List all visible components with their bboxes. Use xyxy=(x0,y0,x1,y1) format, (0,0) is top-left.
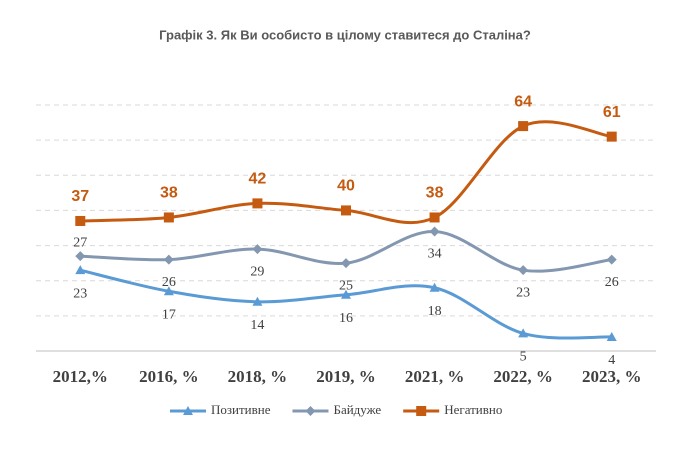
marker xyxy=(75,215,86,226)
x-tick-label: 2023, % xyxy=(582,367,642,386)
data-label: 26 xyxy=(162,275,176,290)
marker xyxy=(606,254,617,265)
data-label: 14 xyxy=(250,318,264,333)
legend-label: Негативно xyxy=(444,402,502,417)
marker xyxy=(75,251,86,262)
legend-label: Байдуже xyxy=(333,402,381,417)
marker xyxy=(163,286,174,296)
data-label: 17 xyxy=(162,307,176,322)
marker xyxy=(429,212,440,223)
data-label: 23 xyxy=(73,286,87,301)
x-tick-label: 2019, % xyxy=(316,367,376,386)
legend-marker xyxy=(183,406,193,415)
marker xyxy=(341,205,351,216)
legend-marker xyxy=(305,406,316,416)
data-label: 25 xyxy=(339,278,353,293)
data-label: 4 xyxy=(608,353,615,368)
data-label: 18 xyxy=(428,304,442,319)
marker xyxy=(429,282,440,292)
marker xyxy=(163,212,174,223)
data-label: 16 xyxy=(339,311,353,326)
marker xyxy=(252,198,263,209)
marker xyxy=(252,244,263,255)
marker xyxy=(75,265,86,275)
data-label: 37 xyxy=(71,188,89,205)
marker xyxy=(429,226,440,237)
x-tick-label: 2012,% xyxy=(53,367,108,386)
data-label: 42 xyxy=(249,171,267,188)
data-label: 64 xyxy=(514,93,532,110)
marker xyxy=(341,258,351,269)
x-tick-label: 2022, % xyxy=(493,367,553,386)
data-label: 27 xyxy=(73,235,87,250)
data-label: 23 xyxy=(516,285,530,300)
legend-label: Позитивне xyxy=(211,402,271,417)
marker xyxy=(518,328,529,338)
marker xyxy=(252,296,263,306)
data-label: 40 xyxy=(337,178,355,195)
marker xyxy=(606,331,617,341)
marker xyxy=(606,131,617,142)
data-label: 29 xyxy=(250,264,264,279)
chart-title: Графік 3. Як Ви особисто в цілому ставит… xyxy=(159,27,531,42)
data-label: 34 xyxy=(428,247,442,262)
x-tick-label: 2018, % xyxy=(228,367,288,386)
x-tick-label: 2021, % xyxy=(405,367,465,386)
marker xyxy=(518,265,529,276)
marker xyxy=(518,121,529,132)
x-tick-label: 2016, % xyxy=(139,367,199,386)
marker xyxy=(163,254,174,265)
data-label: 5 xyxy=(520,350,527,365)
legend-marker xyxy=(416,406,427,416)
data-label: 26 xyxy=(605,275,619,290)
data-label: 38 xyxy=(160,185,178,202)
data-label: 38 xyxy=(426,185,444,202)
marker xyxy=(341,289,351,299)
data-label: 61 xyxy=(603,104,621,121)
